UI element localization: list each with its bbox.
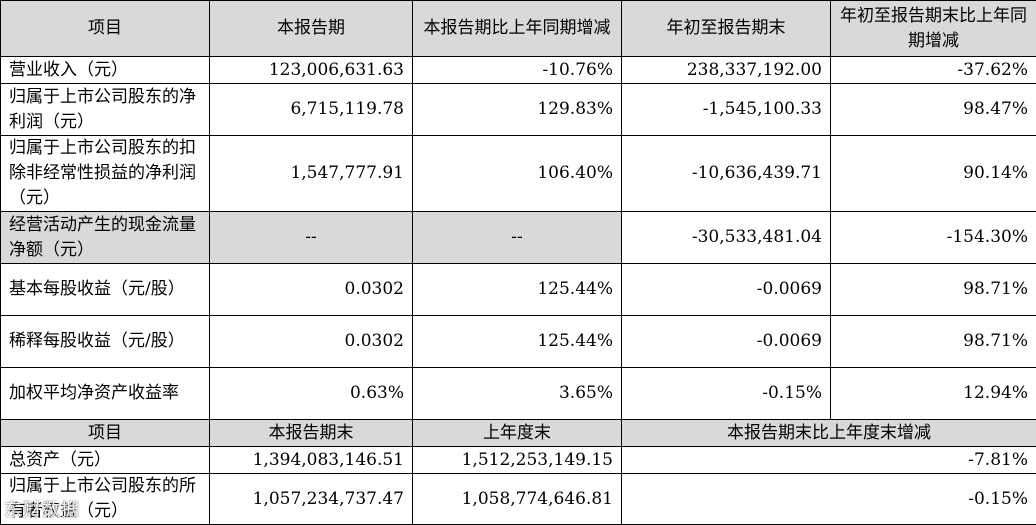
cell-value: 0.0302 [210, 264, 413, 316]
cell-value: 125.44% [413, 264, 622, 316]
cell-value: 98.71% [831, 316, 1036, 368]
cell-value: -1,545,100.33 [622, 84, 831, 136]
table-row: 营业收入（元） 123,006,631.63 -10.76% 238,337,1… [1, 57, 1036, 84]
cell-value: -0.15% [622, 474, 1036, 525]
cell-value: 1,057,234,737.47 [210, 474, 413, 525]
cell-value: -0.0069 [622, 264, 831, 316]
table-row: 总资产（元） 1,394,083,146.51 1,512,253,149.15… [1, 447, 1036, 474]
cell-value: 1,547,777.91 [210, 136, 413, 212]
cell-value: -- [413, 212, 622, 264]
header-row-2: 项目 本报告期末 上年度末 本报告期末比上年度末增减 [1, 420, 1036, 447]
header-ytd: 年初至报告期末 [622, 1, 831, 57]
header-current-yoy: 本报告期比上年同期增减 [413, 1, 622, 57]
table-row: 加权平均净资产收益率 0.63% 3.65% -0.15% 12.94% [1, 368, 1036, 420]
table-row: 经营活动产生的现金流量净额（元） -- -- -30,533,481.04 -1… [1, 212, 1036, 264]
cell-value: 123,006,631.63 [210, 57, 413, 84]
cell-value: 90.14% [831, 136, 1036, 212]
cell-value: -10,636,439.71 [622, 136, 831, 212]
cell-value: 129.83% [413, 84, 622, 136]
row-label: 营业收入（元） [1, 57, 210, 84]
cell-value: -30,533,481.04 [622, 212, 831, 264]
cell-value: 6,715,119.78 [210, 84, 413, 136]
cell-value: -0.0069 [622, 316, 831, 368]
header-period-end-change: 本报告期末比上年度末增减 [622, 420, 1036, 447]
cell-value: 12.94% [831, 368, 1036, 420]
table-row: 归属于上市公司股东的所有者权益（元） 1,057,234,737.47 1,05… [1, 474, 1036, 525]
cell-value: 98.71% [831, 264, 1036, 316]
row-label: 归属于上市公司股东的扣除非经常性损益的净利润（元） [1, 136, 210, 212]
cell-value: 125.44% [413, 316, 622, 368]
cell-value: 238,337,192.00 [622, 57, 831, 84]
row-label: 稀释每股收益（元/股） [1, 316, 210, 368]
header-row-1: 项目 本报告期 本报告期比上年同期增减 年初至报告期末 年初至报告期末比上年同期… [1, 1, 1036, 57]
cell-value: -37.62% [831, 57, 1036, 84]
row-label: 经营活动产生的现金流量净额（元） [1, 212, 210, 264]
cell-value: 0.0302 [210, 316, 413, 368]
table-row: 稀释每股收益（元/股） 0.0302 125.44% -0.0069 98.71… [1, 316, 1036, 368]
row-label: 总资产（元） [1, 447, 210, 474]
header-item-2: 项目 [1, 420, 210, 447]
cell-value: -10.76% [413, 57, 622, 84]
header-item: 项目 [1, 1, 210, 57]
row-label: 基本每股收益（元/股） [1, 264, 210, 316]
row-label: 归属于上市公司股东的净利润（元） [1, 84, 210, 136]
cell-value: 106.40% [413, 136, 622, 212]
header-ytd-yoy: 年初至报告期末比上年同期增减 [831, 1, 1036, 57]
watermark: 东财数据 [4, 496, 80, 522]
header-period-end: 本报告期末 [210, 420, 413, 447]
header-prior-year-end: 上年度末 [413, 420, 622, 447]
cell-value: 1,394,083,146.51 [210, 447, 413, 474]
header-current-period: 本报告期 [210, 1, 413, 57]
cell-value: 3.65% [413, 368, 622, 420]
table-row: 基本每股收益（元/股） 0.0302 125.44% -0.0069 98.71… [1, 264, 1036, 316]
cell-value: 1,512,253,149.15 [413, 447, 622, 474]
cell-value: -7.81% [622, 447, 1036, 474]
cell-value: 1,058,774,646.81 [413, 474, 622, 525]
table-row: 归属于上市公司股东的扣除非经常性损益的净利润（元） 1,547,777.91 1… [1, 136, 1036, 212]
row-label: 加权平均净资产收益率 [1, 368, 210, 420]
cell-value: 0.63% [210, 368, 413, 420]
cell-value: -- [210, 212, 413, 264]
cell-value: -154.30% [831, 212, 1036, 264]
table-row: 归属于上市公司股东的净利润（元） 6,715,119.78 129.83% -1… [1, 84, 1036, 136]
cell-value: -0.15% [622, 368, 831, 420]
cell-value: 98.47% [831, 84, 1036, 136]
